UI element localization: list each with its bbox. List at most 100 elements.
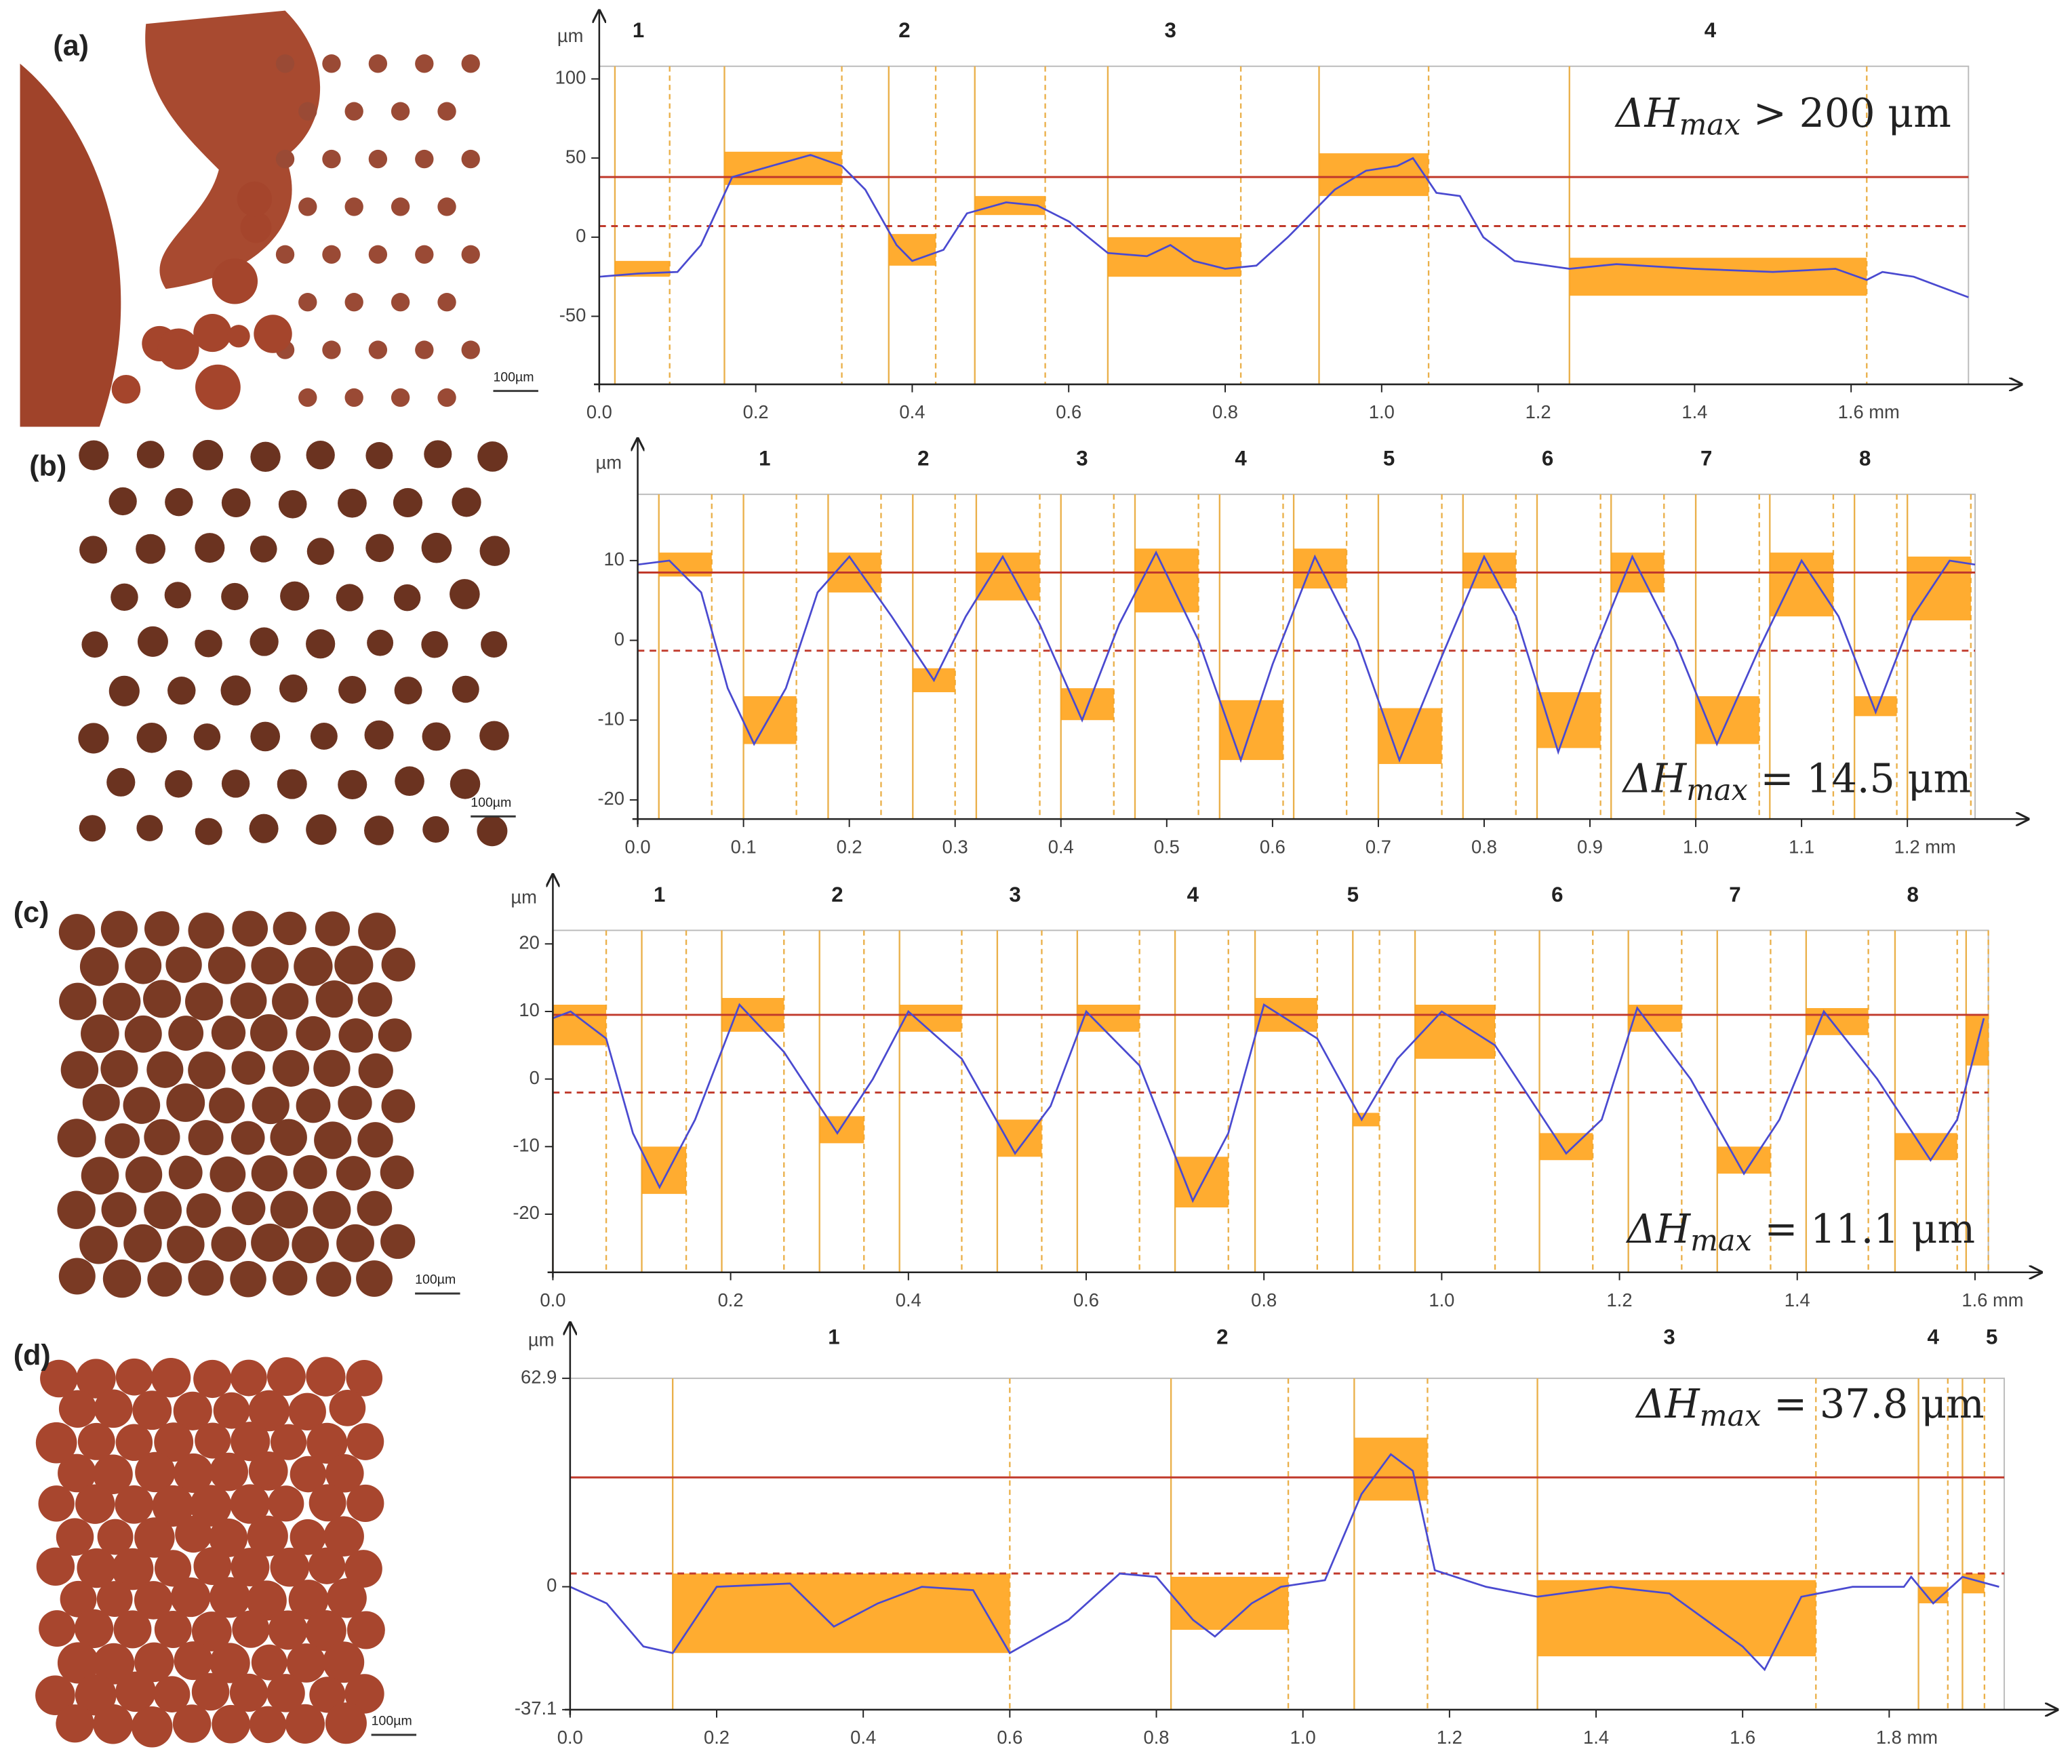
particle [322, 340, 341, 359]
particle [461, 245, 480, 264]
particle [166, 1083, 205, 1122]
particle [56, 1704, 94, 1743]
particle [221, 582, 249, 611]
agglomerate [20, 63, 121, 427]
particle [381, 947, 416, 982]
particle [100, 910, 138, 948]
level-box [673, 1573, 1010, 1653]
particle [308, 1484, 346, 1522]
particle [60, 1051, 99, 1089]
particle [296, 1016, 331, 1051]
annotation-value: = 37.8 μm [1761, 1381, 1984, 1427]
particle [40, 1359, 78, 1398]
particle [164, 582, 191, 609]
particle [209, 1518, 248, 1557]
particle [310, 723, 338, 750]
level-box [976, 553, 1040, 601]
particle [288, 1580, 329, 1620]
particle [415, 149, 434, 169]
particle [212, 258, 258, 304]
particle [188, 1051, 226, 1089]
x-tick-label: 0.4 [899, 401, 925, 422]
x-tick-label: 0.2 [718, 1289, 744, 1310]
particle [479, 536, 510, 566]
particle [422, 722, 451, 751]
particle [279, 674, 308, 703]
particle [104, 1123, 140, 1159]
level-box [1894, 1133, 1957, 1161]
plot-frame [569, 1378, 2006, 1710]
section-label: 1 [759, 447, 770, 470]
particle [232, 910, 268, 947]
level-box [1354, 1437, 1428, 1501]
particle [368, 149, 388, 169]
particle [391, 197, 410, 216]
particle [358, 1053, 393, 1088]
particle [58, 914, 96, 950]
level-box [1962, 1573, 1985, 1594]
particle [270, 1119, 307, 1156]
particle [298, 102, 317, 121]
particle [221, 769, 250, 798]
level-box [553, 1005, 607, 1045]
section-label: 5 [1383, 447, 1395, 470]
level-box [1415, 1005, 1496, 1059]
annotation-symbol: ΔH [1626, 1206, 1692, 1252]
particle [481, 631, 508, 658]
particle [334, 946, 374, 985]
particle [346, 1360, 383, 1397]
section-label: 6 [1542, 447, 1553, 470]
particle [336, 1156, 371, 1190]
particle [144, 1191, 182, 1230]
particle [79, 1226, 118, 1264]
panel-label: (b) [29, 449, 66, 482]
section-label: 6 [1551, 883, 1563, 906]
particle [79, 815, 106, 842]
micrograph [57, 910, 416, 1298]
particle [209, 1577, 251, 1618]
y-tick-label: -37.1 [515, 1698, 557, 1719]
particle [146, 1051, 184, 1088]
particle [273, 911, 306, 946]
particle [357, 1122, 393, 1158]
particle [358, 913, 396, 950]
particle [338, 676, 367, 704]
particle [393, 487, 423, 518]
x-tick-label: 1.6 [1730, 1727, 1755, 1748]
x-tick-label: 0.0 [625, 836, 651, 857]
x-tick-label: 1.1 [1789, 836, 1814, 857]
particle [322, 245, 341, 264]
particle [165, 770, 193, 798]
particle [249, 814, 279, 843]
section-label: 4 [1928, 1325, 1940, 1349]
particle [294, 946, 333, 986]
particle [415, 54, 434, 73]
y-tick-label: 0 [576, 225, 586, 246]
particle [151, 1357, 191, 1398]
scale-bar-label: 100µm [471, 795, 511, 810]
particle [344, 388, 363, 407]
micrograph [20, 10, 480, 427]
particle [391, 102, 410, 121]
particle [266, 1357, 306, 1396]
particle [232, 1610, 270, 1648]
particle [250, 441, 281, 473]
particle [77, 1548, 117, 1588]
level-box [1171, 1576, 1289, 1630]
particle [251, 1644, 287, 1681]
particle [346, 1423, 384, 1460]
particle [344, 293, 363, 312]
particle [368, 54, 388, 73]
y-tick-label: 62.9 [521, 1366, 557, 1387]
particle [212, 1704, 250, 1744]
y-tick-label: 0 [530, 1067, 540, 1088]
particle [108, 675, 140, 706]
particle [170, 1577, 211, 1618]
section-label: 4 [1235, 447, 1247, 470]
particle [193, 1547, 232, 1585]
particle [251, 946, 289, 985]
particle [277, 769, 307, 799]
x-tick-label: 0.6 [1056, 401, 1081, 422]
particle [452, 487, 481, 517]
